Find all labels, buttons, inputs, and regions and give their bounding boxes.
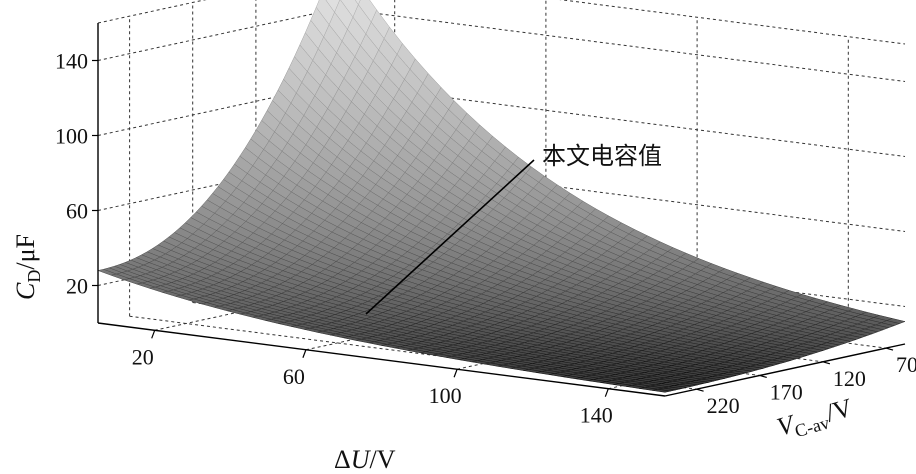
y-tick-label: 120: [833, 366, 866, 391]
x-tick-labels: 20 60 100 140: [132, 330, 613, 428]
x-tick-label: 100: [429, 383, 462, 408]
y-tick-labels: 220 170 120 70: [696, 347, 916, 418]
grid-line: [337, 8, 906, 82]
x-axis-label: ΔU/V: [334, 445, 396, 474]
y-tick-label: 170: [770, 379, 803, 404]
grid-line: [337, 158, 906, 232]
y-axis-line: [664, 343, 906, 397]
x-tick-mark: [151, 330, 156, 339]
grid-line: [97, 8, 339, 61]
y-tick-label: 70: [896, 352, 916, 377]
y-tick-mark: [759, 374, 767, 379]
x-tick-label: 140: [580, 403, 613, 428]
y-tick-label: 220: [707, 393, 740, 418]
x-tick-mark: [302, 349, 307, 358]
annotation: 本文电容值: [365, 142, 662, 315]
surface-mesh: [97, 0, 906, 393]
y-tick-mark: [822, 361, 831, 365]
x-tick-mark: [453, 369, 458, 378]
annotation-text: 本文电容值: [542, 142, 662, 170]
grid-line: [337, 83, 906, 157]
grid-line: [337, 233, 906, 307]
axes: [97, 23, 906, 397]
grid-line: [97, 0, 207, 24]
x-label-delta: Δ: [334, 445, 351, 474]
grid-line: [559, 0, 906, 45]
z-tick-labels: 20 60 100 140: [55, 49, 98, 299]
z-axis-label: CD/μF: [11, 234, 44, 300]
surface-patch: [97, 269, 118, 276]
surface-patch: [354, 0, 361, 6]
annotation-leader-line: [365, 159, 535, 315]
y-tick-mark: [696, 388, 704, 392]
z-tick-label: 20: [66, 274, 88, 299]
y-tick-mark: [885, 347, 894, 351]
x-axis-line: [97, 322, 666, 397]
x-tick-label: 60: [283, 364, 305, 389]
z-tick-label: 100: [55, 124, 88, 149]
z-tick-label: 140: [55, 49, 88, 74]
x-tick-mark: [604, 388, 609, 397]
z-tick-label: 60: [66, 199, 88, 224]
x-tick-label: 20: [132, 344, 154, 369]
